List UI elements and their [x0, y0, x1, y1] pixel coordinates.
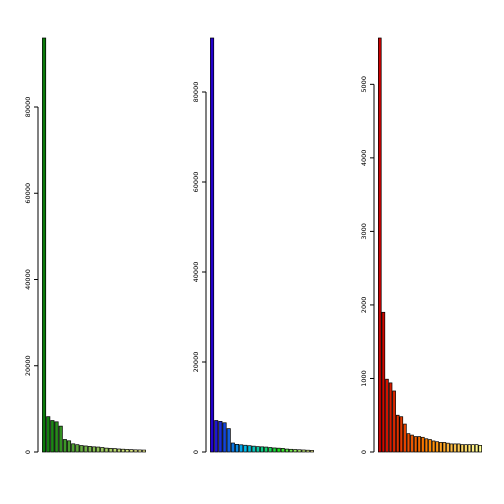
bar	[138, 450, 141, 452]
bar	[378, 38, 381, 452]
bar	[134, 450, 137, 452]
bar	[454, 444, 457, 452]
chart-panel-1: 0 20000 40000 60000 80000	[24, 38, 146, 454]
bar	[400, 417, 403, 452]
bar	[92, 447, 95, 452]
bar	[72, 444, 75, 452]
y-tick-label: 2000	[360, 297, 368, 314]
bar	[389, 383, 392, 452]
bar	[219, 421, 222, 452]
bar	[411, 435, 414, 452]
bar	[240, 445, 243, 452]
y-tick-label: 60000	[192, 172, 200, 193]
bar	[436, 442, 439, 452]
bar	[468, 445, 471, 452]
bar	[215, 421, 218, 453]
bar	[285, 449, 288, 452]
bar	[464, 445, 467, 452]
bar	[51, 421, 54, 452]
bar	[63, 439, 66, 452]
bar	[244, 445, 247, 452]
bar	[294, 450, 297, 452]
bar	[96, 447, 99, 452]
bar	[407, 434, 410, 452]
y-tick-label: 3000	[360, 223, 368, 240]
y-tick-label: 80000	[24, 97, 32, 118]
y-tick-label: 80000	[192, 82, 200, 103]
bar	[382, 312, 385, 452]
bar	[439, 442, 442, 452]
bar	[55, 422, 58, 452]
bar	[101, 447, 104, 452]
y-tick-label: 1000	[360, 370, 368, 387]
bar	[84, 446, 87, 452]
y-tick-label: 20000	[192, 352, 200, 373]
bar	[256, 447, 259, 452]
bar	[472, 445, 475, 452]
bar	[310, 450, 313, 452]
bar	[396, 415, 399, 452]
bar	[421, 437, 424, 452]
bar	[76, 445, 79, 452]
bar	[302, 450, 305, 452]
y-tick-label: 0	[192, 450, 200, 454]
bar	[446, 443, 449, 452]
bar	[248, 446, 251, 452]
bar	[113, 449, 116, 452]
bar	[210, 38, 213, 452]
bar	[289, 449, 292, 452]
bar	[306, 450, 309, 452]
bar	[88, 446, 91, 452]
bar	[277, 448, 280, 452]
chart-panel-3: 0 1000 2000 3000 4000 5000	[360, 38, 482, 454]
bar	[59, 426, 62, 452]
bar	[414, 437, 417, 452]
y-tick-label: 40000	[24, 269, 32, 290]
y-tick-label: 20000	[24, 355, 32, 376]
bar	[117, 449, 120, 452]
bar	[418, 437, 421, 452]
bar	[252, 446, 255, 452]
bar	[393, 391, 396, 452]
chart-panel-2: 0 20000 40000 60000 80000	[192, 38, 314, 454]
bar	[269, 448, 272, 453]
bar	[425, 439, 428, 452]
bar	[429, 439, 432, 452]
bar	[281, 448, 284, 452]
bar	[450, 444, 453, 452]
y-tick-label: 5000	[360, 76, 368, 93]
bar	[227, 429, 230, 452]
bar	[80, 446, 83, 452]
bar	[443, 442, 446, 452]
y-tick-label: 0	[360, 450, 368, 454]
bar	[235, 444, 238, 452]
bar	[142, 450, 145, 452]
bar	[403, 424, 406, 452]
y-tick-label: 4000	[360, 150, 368, 167]
bar	[260, 447, 263, 452]
bar	[457, 444, 460, 452]
bar	[47, 417, 50, 452]
bar	[231, 443, 234, 452]
bar	[386, 379, 389, 452]
bar	[121, 449, 124, 452]
bar	[479, 445, 482, 452]
y-tick-label: 0	[24, 450, 32, 454]
bar	[223, 423, 226, 452]
bar	[475, 445, 478, 452]
bar	[130, 450, 133, 452]
bar	[126, 449, 129, 452]
y-tick-label: 60000	[24, 183, 32, 204]
bar	[461, 445, 464, 452]
bar	[67, 441, 70, 452]
bar	[273, 448, 276, 452]
bar	[105, 448, 108, 452]
bar	[432, 441, 435, 452]
bar	[42, 38, 45, 452]
bar	[298, 450, 301, 452]
y-tick-label: 40000	[192, 262, 200, 283]
bar	[109, 448, 112, 452]
bar	[264, 447, 267, 452]
